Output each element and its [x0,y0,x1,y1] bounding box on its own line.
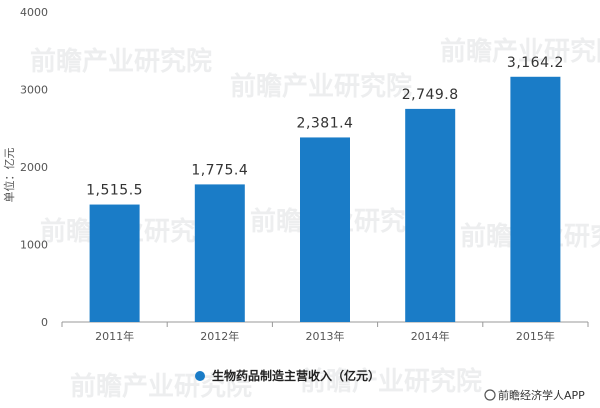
data-label: 1,515.5 [86,183,143,199]
y-tick-label: 1000 [20,239,48,252]
legend: 生物药品制造主营收入（亿元） [195,368,380,383]
y-tick-label: 3000 [20,84,48,97]
watermark-text: 前瞻产业研究院 [230,71,412,102]
y-tick-label: 4000 [20,6,48,19]
data-label: 2,749.8 [402,87,459,103]
data-label: 3,164.2 [507,55,564,71]
credit-logo-icon [484,389,496,401]
bar [89,204,140,322]
y-tick-label: 0 [41,316,48,329]
watermark-text: 前瞻产业研究院 [300,366,482,397]
credit-text: 前瞻经济学人APP [498,388,585,402]
data-labels: 1,515.5 1,775.4 2,381.4 2,749.8 3,164.2 [86,55,564,199]
y-axis-ticks: 0 1000 2000 3000 4000 [20,6,48,329]
bar [405,108,456,322]
x-tick-label: 2012年 [200,329,239,343]
y-axis-label: 单位：亿元 [2,148,16,203]
credit: 前瞻经济学人APP [484,388,585,402]
bars [89,76,561,322]
bar [194,184,245,322]
watermark-text: 前瞻产业研究院 [440,36,600,67]
data-label: 1,775.4 [191,162,248,178]
y-tick-label: 2000 [20,161,48,174]
x-tick-label: 2015年 [516,329,555,343]
data-label: 2,381.4 [297,115,354,131]
x-tick-label: 2011年 [95,329,134,343]
x-tick-label: 2014年 [411,329,450,343]
bar [300,137,350,322]
bar [510,76,561,322]
watermark-text: 前瞻产业研究院 [70,371,252,402]
x-axis-ticks: 2011年 2012年 2013年 2014年 2015年 [61,322,589,343]
x-tick-label: 2013年 [306,329,345,343]
legend-label: 生物药品制造主营收入（亿元） [212,368,380,383]
legend-marker [195,371,205,381]
watermark-text: 前瞻产业研究院 [30,46,212,77]
